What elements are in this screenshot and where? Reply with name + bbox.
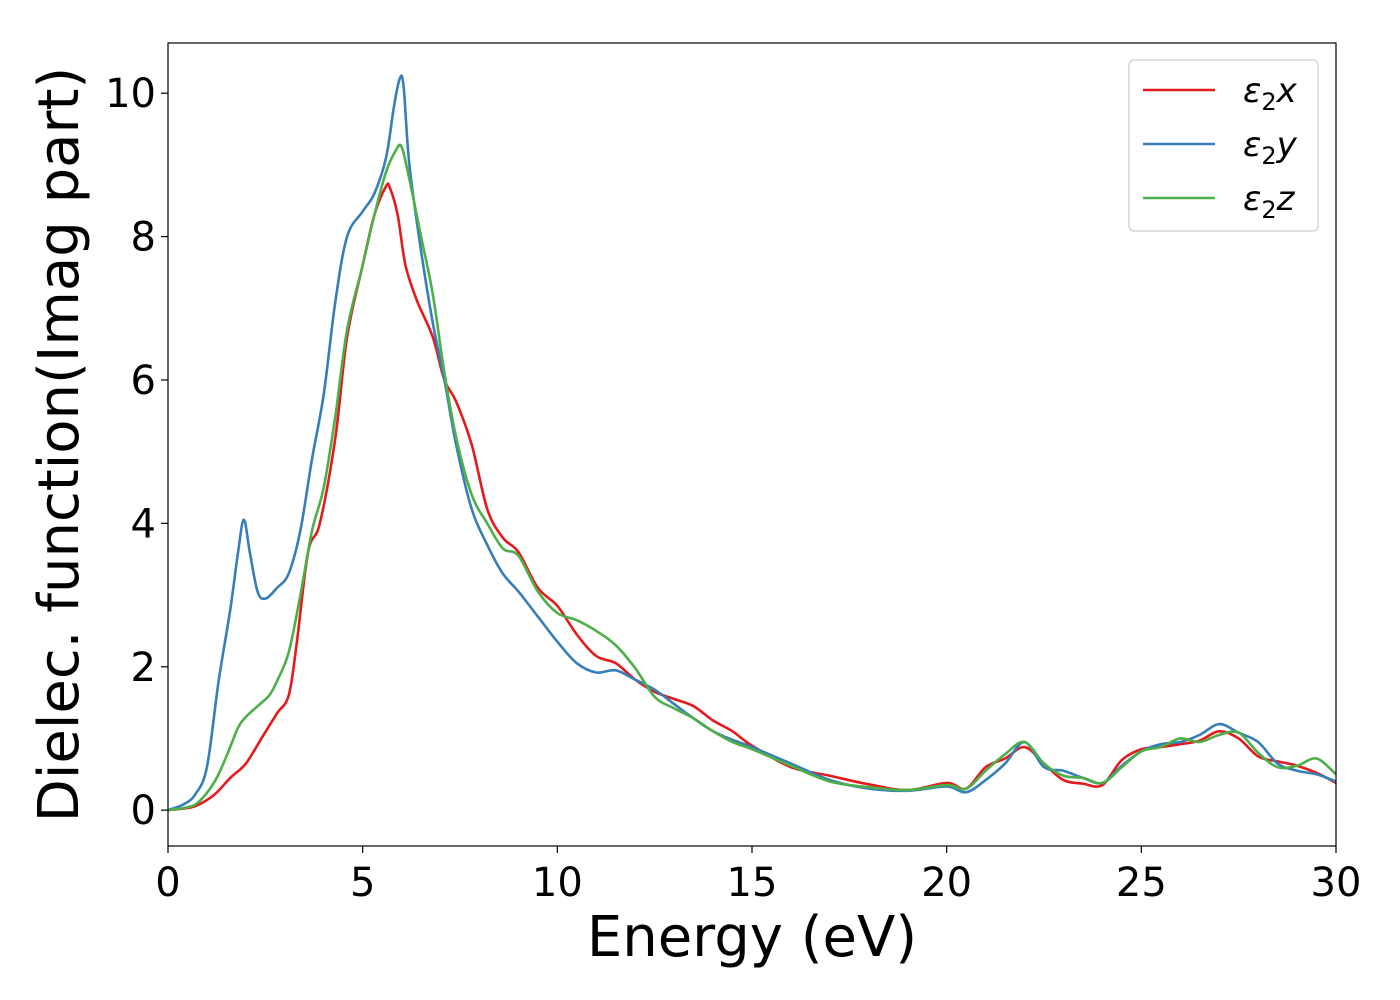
x-tick-label: 25 xyxy=(1116,860,1167,906)
legend-label-x: ε2x xyxy=(1243,71,1298,116)
x-tick-label: 30 xyxy=(1311,860,1362,906)
legend-box xyxy=(1128,59,1319,232)
x-tick-label: 5 xyxy=(350,860,375,906)
x-axis: 0 5 10 15 20 25 30 xyxy=(155,846,1361,906)
y-tick-label: 0 xyxy=(131,788,156,834)
y-axis: 0 2 4 6 8 10 xyxy=(105,71,168,834)
y-tick-label: 6 xyxy=(131,358,156,404)
y-tick-label: 10 xyxy=(105,71,156,117)
legend: ε2x ε2y ε2z xyxy=(1128,59,1319,232)
legend-label-y: ε2y xyxy=(1243,125,1298,170)
x-tick-label: 15 xyxy=(727,860,778,906)
series-line-z xyxy=(168,143,1336,812)
series-layer xyxy=(168,74,1336,812)
x-tick-label: 20 xyxy=(921,860,972,906)
legend-label-z: ε2z xyxy=(1243,179,1296,224)
x-axis-title: Energy (eV) xyxy=(587,905,917,970)
y-tick-label: 2 xyxy=(131,645,156,691)
x-tick-label: 10 xyxy=(532,860,583,906)
y-tick-label: 8 xyxy=(131,215,156,261)
y-tick-label: 4 xyxy=(131,501,156,547)
series-line-x xyxy=(168,182,1336,812)
y-axis-title: Dielec. function(Imag part) xyxy=(27,67,92,823)
x-tick-label: 0 xyxy=(155,860,180,906)
